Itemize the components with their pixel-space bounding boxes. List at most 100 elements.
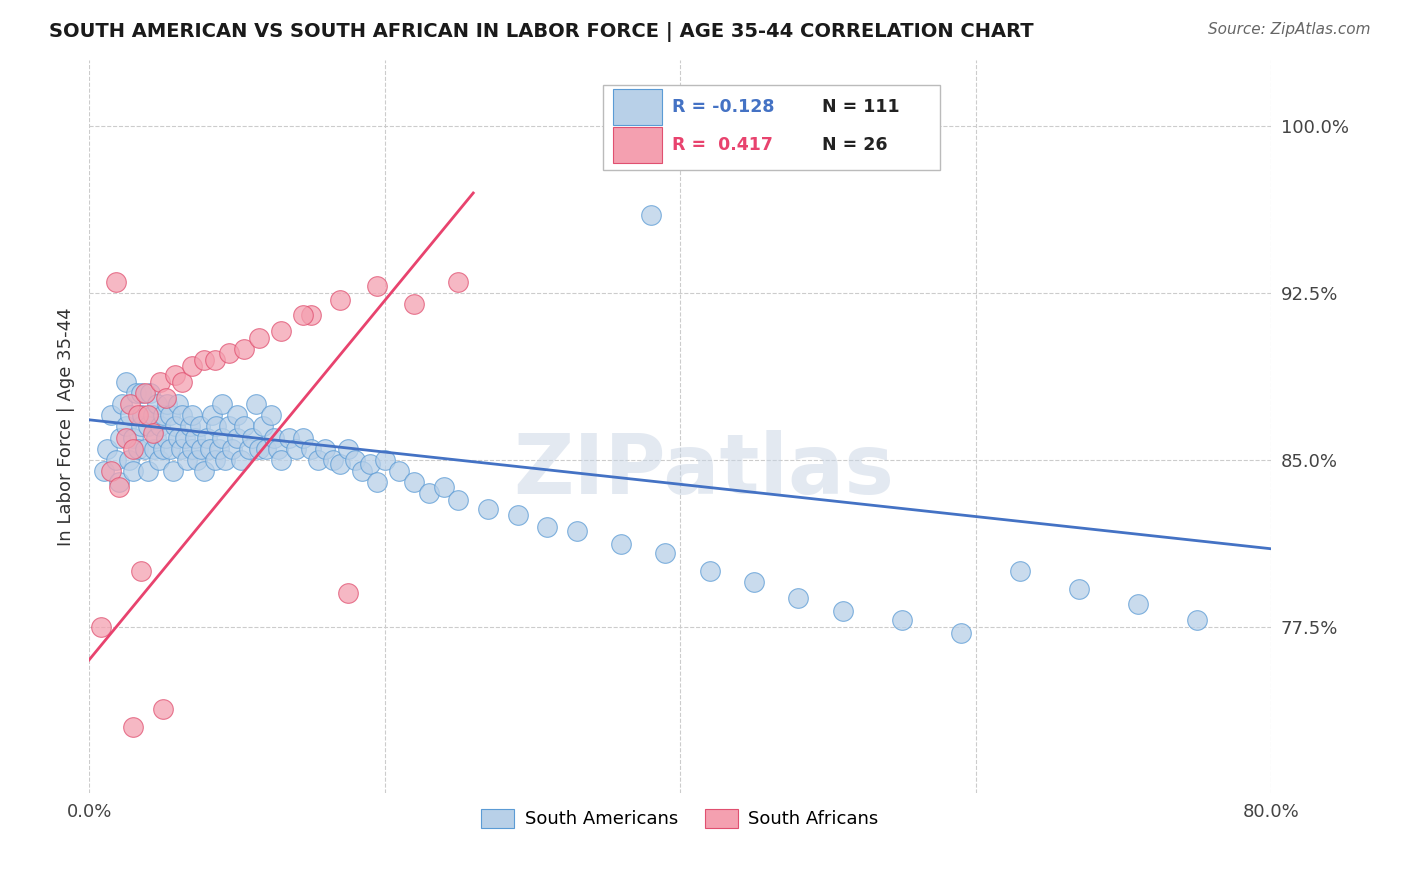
Point: [890, 613, 912, 627]
Point: [120, 397, 142, 411]
Point: [152, 409, 174, 423]
FancyBboxPatch shape: [613, 128, 662, 163]
Text: R = -0.128: R = -0.128: [672, 98, 775, 116]
Point: [170, 442, 193, 456]
Point: [142, 426, 165, 441]
Point: [93, 464, 115, 478]
Point: [336, 442, 359, 456]
Point: [352, 464, 374, 478]
Point: [233, 342, 256, 356]
Point: [145, 431, 167, 445]
Point: [477, 501, 499, 516]
Point: [1008, 564, 1031, 578]
Point: [149, 375, 172, 389]
Point: [190, 442, 212, 456]
Point: [787, 591, 810, 605]
Point: [208, 442, 231, 456]
Point: [211, 397, 233, 411]
Point: [270, 453, 292, 467]
Point: [179, 419, 201, 434]
Point: [181, 442, 204, 456]
Point: [104, 453, 127, 467]
Point: [152, 442, 174, 456]
Text: Source: ZipAtlas.com: Source: ZipAtlas.com: [1208, 22, 1371, 37]
Point: [1126, 598, 1149, 612]
Point: [314, 442, 336, 456]
Point: [247, 330, 270, 344]
Point: [163, 419, 186, 434]
Point: [433, 479, 456, 493]
Point: [260, 409, 283, 423]
Point: [388, 464, 411, 478]
Point: [218, 346, 240, 360]
Point: [181, 409, 204, 423]
Point: [299, 442, 322, 456]
Point: [125, 386, 148, 401]
Point: [247, 442, 270, 456]
Point: [100, 464, 122, 478]
Point: [195, 431, 218, 445]
Point: [404, 297, 426, 311]
Y-axis label: In Labor Force | Age 35-44: In Labor Force | Age 35-44: [58, 307, 75, 546]
Point: [156, 397, 179, 411]
Point: [536, 519, 558, 533]
Point: [90, 619, 112, 633]
Point: [277, 431, 299, 445]
Point: [447, 275, 470, 289]
Point: [131, 409, 153, 423]
Point: [134, 442, 156, 456]
Point: [134, 386, 156, 401]
Point: [447, 492, 470, 507]
Point: [1187, 613, 1209, 627]
Point: [142, 409, 165, 423]
Point: [129, 419, 152, 434]
Point: [204, 352, 226, 367]
Point: [201, 409, 224, 423]
Point: [115, 375, 138, 389]
Point: [172, 409, 194, 423]
Point: [159, 409, 181, 423]
Point: [129, 564, 152, 578]
Point: [188, 419, 211, 434]
Point: [159, 442, 181, 456]
Text: N = 26: N = 26: [823, 136, 887, 154]
FancyBboxPatch shape: [613, 89, 662, 125]
Point: [155, 391, 177, 405]
Point: [654, 546, 676, 560]
Point: [163, 368, 186, 383]
Point: [155, 431, 177, 445]
Point: [336, 586, 359, 600]
Point: [181, 359, 204, 374]
Point: [322, 453, 344, 467]
Point: [122, 720, 145, 734]
Point: [122, 442, 145, 456]
Point: [831, 604, 853, 618]
Point: [292, 308, 315, 322]
Point: [211, 431, 233, 445]
FancyBboxPatch shape: [603, 86, 941, 169]
Point: [127, 409, 149, 423]
Point: [225, 409, 247, 423]
Point: [344, 453, 367, 467]
Point: [225, 431, 247, 445]
Point: [186, 453, 208, 467]
Point: [100, 409, 122, 423]
Point: [359, 457, 381, 471]
Point: [110, 397, 132, 411]
Point: [166, 431, 188, 445]
Point: [404, 475, 426, 489]
Point: [143, 442, 166, 456]
Point: [374, 453, 396, 467]
Point: [221, 442, 243, 456]
Text: ZIPatlas: ZIPatlas: [513, 430, 894, 511]
Point: [176, 453, 198, 467]
Point: [270, 324, 292, 338]
Point: [127, 442, 149, 456]
Point: [214, 453, 236, 467]
Point: [252, 419, 274, 434]
Point: [204, 453, 226, 467]
Point: [565, 524, 588, 538]
Point: [292, 431, 315, 445]
Point: [949, 626, 972, 640]
Point: [104, 275, 127, 289]
